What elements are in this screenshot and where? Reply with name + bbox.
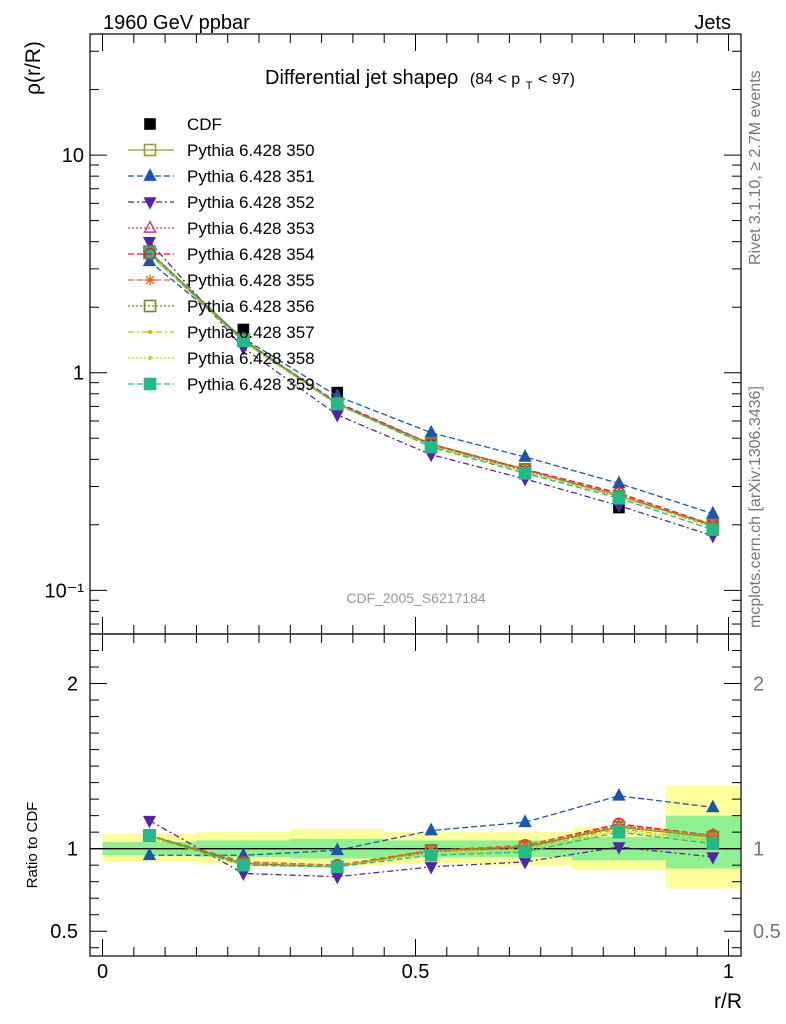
ratio-series-point bbox=[519, 839, 531, 851]
main-series-point bbox=[518, 449, 532, 462]
ratio-series-point bbox=[424, 822, 438, 836]
ratio-y-axis-label: Ratio to CDF bbox=[24, 802, 41, 889]
main-panel-series bbox=[142, 236, 720, 544]
x-axis-label: r/R bbox=[714, 990, 742, 1013]
main-y-tick-label: 10⁻¹ bbox=[45, 580, 85, 602]
legend-marker bbox=[147, 355, 153, 361]
ratio-series-point bbox=[330, 842, 344, 856]
legend: CDF Pythia 6.428 350 Pythia 6.428 351 Pythi… bbox=[128, 115, 315, 394]
main-series-point bbox=[706, 505, 720, 519]
chart-title-sub: T bbox=[526, 80, 533, 92]
legend-label: Pythia 6.428 350 bbox=[187, 141, 315, 160]
legend-label: Pythia 6.428 351 bbox=[187, 167, 315, 186]
ratio-series-point bbox=[518, 814, 532, 828]
header-process: Jets bbox=[694, 12, 731, 34]
chart-title-range: (84 < p bbox=[470, 71, 520, 88]
main-y-tick-label: 1 bbox=[73, 363, 84, 385]
legend-marker bbox=[143, 220, 157, 233]
main-series-point bbox=[706, 523, 720, 536]
legend-label: Pythia 6.428 353 bbox=[187, 219, 315, 238]
ratio-series-point bbox=[612, 825, 626, 839]
main-series-point bbox=[518, 466, 532, 480]
legend-label: Pythia 6.428 356 bbox=[187, 297, 315, 316]
ratio-y-tick-label-right: 1 bbox=[753, 839, 764, 861]
legend-marker bbox=[144, 118, 156, 130]
ratio-y-tick-label: 1 bbox=[67, 839, 78, 861]
legend-marker bbox=[143, 377, 157, 391]
x-tick-label: 1 bbox=[723, 961, 734, 983]
ratio-series-point bbox=[612, 787, 626, 801]
ratio-series-point bbox=[707, 829, 719, 841]
chart-title-suffix: < 97) bbox=[538, 71, 575, 88]
legend-marker bbox=[144, 274, 156, 286]
legend-label: Pythia 6.428 358 bbox=[187, 349, 315, 368]
chart-title-main: Differential jet shapeρ bbox=[265, 67, 458, 89]
ratio-series-point bbox=[706, 837, 720, 851]
main-series-point bbox=[424, 440, 438, 454]
legend-marker bbox=[143, 299, 157, 313]
ratio-series-point bbox=[424, 848, 438, 862]
axes: 10⁻¹ 1 10 0.5 0.5 1 1 2 2 0 0.5 1 bbox=[45, 33, 781, 983]
legend-label: Pythia 6.428 355 bbox=[187, 271, 315, 290]
x-tick-label: 0 bbox=[97, 961, 108, 983]
ratio-series-point bbox=[706, 852, 720, 865]
legend-marker bbox=[143, 197, 157, 210]
ratio-series-point bbox=[142, 847, 157, 861]
main-y-axis-label: ρ(r/R) bbox=[22, 41, 45, 95]
ratio-series-point bbox=[142, 815, 156, 829]
main-series-point bbox=[424, 424, 438, 438]
legend-marker bbox=[143, 168, 157, 181]
legend-label: CDF bbox=[187, 115, 222, 134]
x-tick-label: 0.5 bbox=[402, 961, 430, 983]
watermark: CDF_2005_S6217184 bbox=[346, 590, 486, 606]
ratio-panel-series bbox=[142, 787, 720, 885]
ratio-series-point bbox=[612, 842, 626, 855]
legend-marker bbox=[143, 143, 157, 157]
main-series-point bbox=[330, 410, 344, 423]
main-series-point bbox=[612, 491, 626, 505]
legend-label: Pythia 6.428 357 bbox=[187, 323, 315, 342]
legend-label: Pythia 6.428 352 bbox=[187, 193, 315, 212]
legend-label: Pythia 6.428 359 bbox=[187, 375, 315, 394]
ratio-series-point bbox=[518, 845, 532, 859]
ratio-series-point bbox=[706, 799, 720, 813]
rivet-label: Rivet 3.1.10, ≥ 2.7M events bbox=[747, 70, 764, 265]
main-series-point bbox=[142, 236, 156, 250]
ratio-series-point bbox=[424, 862, 438, 875]
main-series-point bbox=[237, 334, 250, 348]
ratio-y-tick-label-right: 0.5 bbox=[753, 921, 781, 943]
main-y-tick-label: 10 bbox=[62, 145, 84, 167]
ratio-series-point bbox=[613, 820, 625, 832]
ratio-series-point bbox=[237, 858, 250, 872]
chart-title: Differential jet shapeρ (84 < p T < 97) bbox=[265, 67, 575, 94]
legend-marker bbox=[143, 247, 157, 261]
ratio-y-tick-label: 0.5 bbox=[50, 921, 78, 943]
header-energy: 1960 GeV ppbar bbox=[103, 12, 250, 34]
ratio-y-tick-label: 2 bbox=[67, 674, 78, 696]
legend-label: Pythia 6.428 354 bbox=[187, 245, 315, 264]
mcplots-label: mcplots.cern.ch [arXiv:1306.3436] bbox=[747, 386, 764, 628]
ratio-y-tick-label-right: 2 bbox=[753, 674, 764, 696]
main-series-point bbox=[330, 397, 344, 411]
ratio-series-point bbox=[330, 860, 344, 874]
legend-marker bbox=[147, 329, 153, 335]
ratio-series-point bbox=[143, 829, 156, 842]
